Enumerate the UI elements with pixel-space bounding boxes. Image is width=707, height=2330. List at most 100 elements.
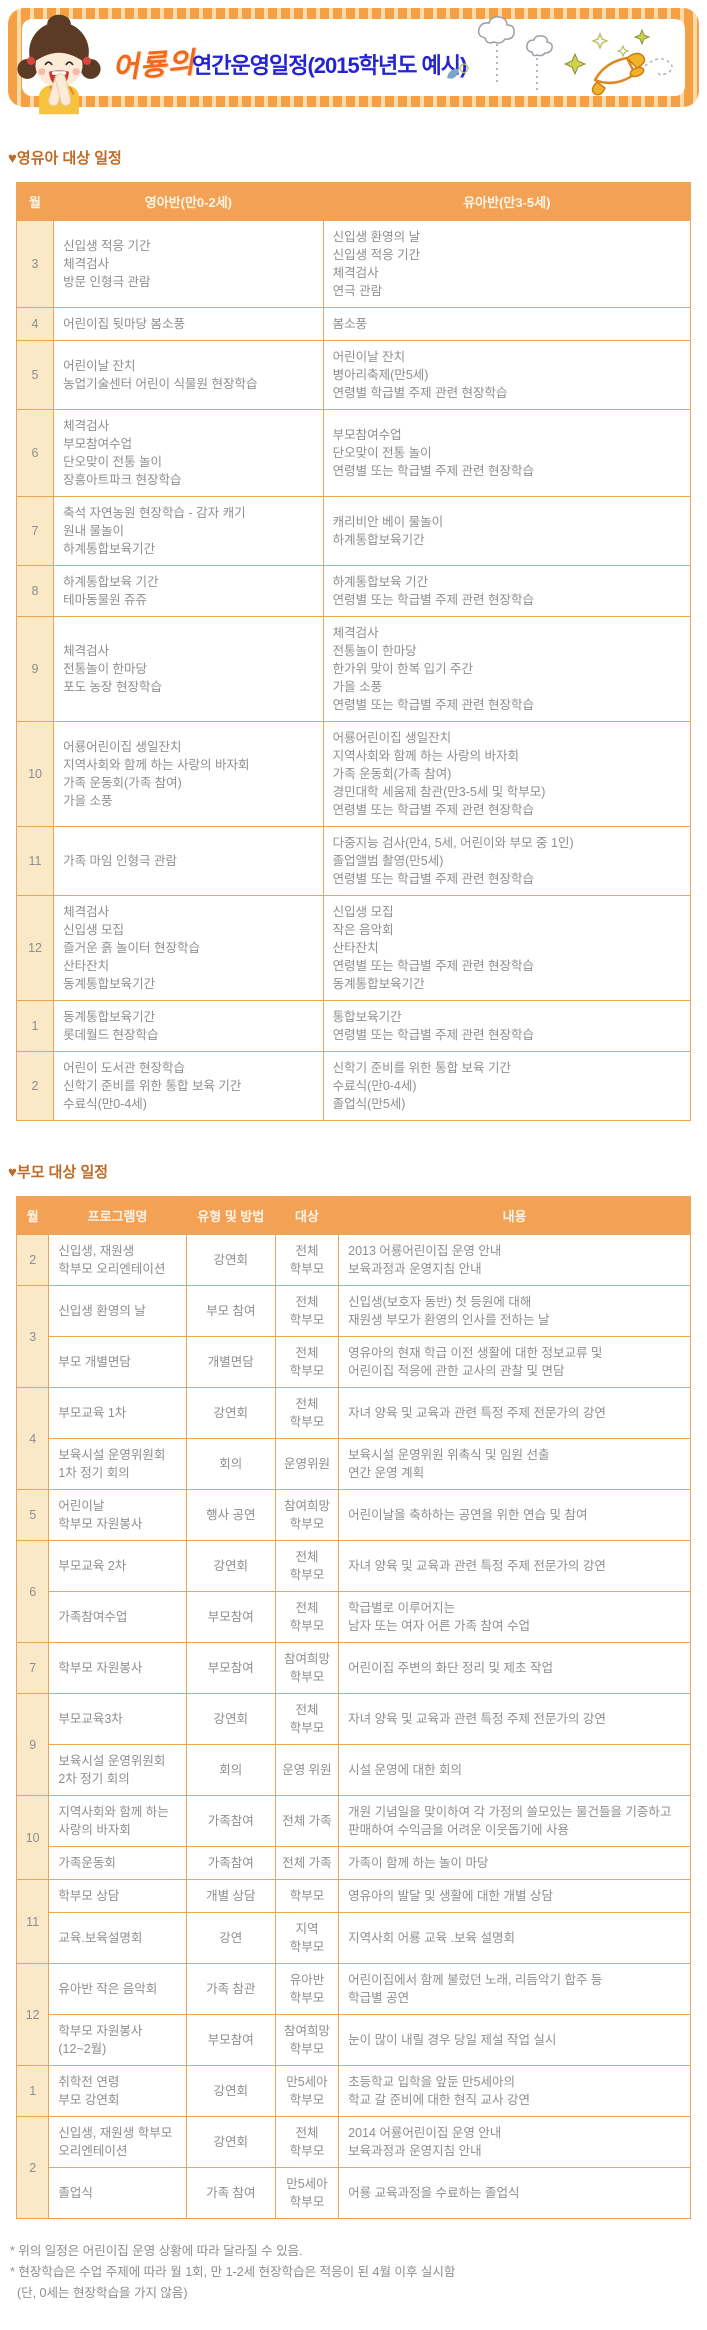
type-cell: 강연회 [185,2116,276,2168]
month-cell: 1 [15,1000,55,1052]
target-cell: 운영 위원 [274,1744,340,1796]
cell-line: 9 [29,1737,37,1752]
parents-schedule-row: 5 어린이날 학부모 자원봉사 행사 공연 참여희망 학부모 어린이날을 축하하는 공연을 … [15,1489,691,1541]
target-cell: 전체 학부모 [274,1540,340,1592]
target-cell: 학부모 [274,1879,340,1913]
month-cell: 2 [15,1051,55,1121]
parents-table-body: 2 신입생, 재원생 학부모 오리엔테이션 강연회 전체 학부모 2013 어룡어린이집 운… [15,1234,691,2219]
cell-line: 체격검사 [332,266,379,280]
parents-schedule-row: 학부모 자원봉사 (12~2월) 부모참여 참여희망 학부모 눈이 많이 내릴 경우 당일… [17,2014,691,2066]
cell-line: 신학기 준비를 위한 통합 보육 기간 [63,1079,242,1093]
cell-line: 학부모 자원봉사 [58,1661,143,1675]
cell-line: 10 [25,1830,40,1845]
month-cell: 9 [15,616,55,722]
cell-line: 가족운동회 [58,1856,116,1870]
target-cell: 전체 학부모 [274,1336,340,1388]
type-cell: 강연회 [185,1693,276,1745]
cell-line: 연간 운영 계획 [348,1466,425,1480]
month-cell: 4 [15,1387,50,1490]
target-cell: 전체 가족 [274,1846,340,1880]
cell-line: 부모 참여 [206,1304,256,1318]
cell-line: 신입생(보호자 동반) 첫 등원에 대해 [348,1295,532,1309]
cell-line: 가족이 함께 하는 놀이 마당 [348,1856,489,1870]
content-cell: 가족이 함께 하는 놀이 마당 [338,1846,691,1880]
cell-line: 행사 공연 [206,1508,256,1522]
month-cell: 10 [15,721,55,827]
column-header-month: 월 [15,182,55,221]
month-cell: 7 [15,1642,50,1694]
cell-line: 눈이 많이 내릴 경우 당일 제설 작업 실시 [348,2033,557,2047]
cell-line: 전통놀이 한마당 [332,644,417,658]
cell-line: 가족 참관 [206,1982,256,1996]
cell-line: 교육.보육설명회 [58,1931,143,1945]
month-cell: 9 [15,1693,50,1796]
cell-line: 전체 [295,1244,319,1258]
type-cell: 강연회 [185,2065,276,2117]
cell-line: 부모교육 1차 [58,1406,127,1420]
type-cell: 강연회 [185,1387,276,1439]
program-cell: 보육시설 운영위원회 1차 정기 회의 [48,1438,187,1490]
cell-line: 부모참여 [207,1610,254,1624]
cell-line: 연령별 또는 학급별 주제 관련 현장학습 [332,593,535,607]
cell-line: 체격검사 [63,257,110,271]
cell-line: 7 [29,1661,37,1675]
cell-line: 6 [31,446,39,460]
children-schedule-row: 4 어린이집 뒷마당 봄소풍 봄소풍 [15,307,692,341]
infant-class-cell: 동계통합보육기간 롯데월드 현장학습 [53,1000,324,1052]
target-cell: 운영위원 [274,1438,340,1490]
target-cell: 전체 학부모 [274,1387,340,1439]
cell-line: 체격검사 [63,419,110,433]
program-cell: 신입생, 재원생 학부모 오리엔테이션 [48,2116,187,2168]
cell-line: 롯데월드 현장학습 [63,1028,159,1042]
banner-decorations [447,16,673,96]
footnote-line: (단, 0세는 현장학습을 가지 않음) [10,2286,188,2300]
toddler-class-cell: 부모참여수업 단오맞이 전통 놀이 연령별 또는 학급별 주제 관련 현장학습 [322,409,692,497]
cell-line: 캐리비안 베이 물놀이 [332,515,444,529]
type-cell: 회의 [185,1438,276,1490]
cell-line: 보육시설 운영위원회 [58,1448,166,1462]
parents-schedule-row: 2 신입생, 재원생 학부모 오리엔테이션 강연회 전체 학부모 2013 어룡어린이집 운… [15,1234,691,1286]
infant-class-cell: 어린이집 뒷마당 봄소풍 [53,307,324,341]
cell-line: 10 [28,767,42,781]
month-cell: 5 [15,340,55,410]
content-cell: 시설 운영에 대한 회의 [338,1744,691,1796]
parents-schedule-row: 2 신입생, 재원생 학부모 오리엔테이션 강연회 전체 학부모 2014 어룡어린이집 운… [15,2116,691,2219]
cell-line: 개별면담 [207,1355,254,1369]
infant-class-cell: 신입생 적응 기간 체격검사 방문 인형극 관람 [53,220,324,308]
cell-line: 지역사회와 함께 하는 사랑의 바자회 [332,749,520,763]
cell-line: (12~2월) [58,2042,107,2056]
cell-line: 강연회 [213,2084,249,2098]
cell-line: 강연회 [213,1406,249,1420]
cell-line: 어룡 교육과정을 수료하는 졸업식 [348,2186,520,2200]
star-icon [563,28,651,76]
cell-line: 강연회 [213,1712,249,1726]
cell-line: 신입생 모집 [63,923,125,937]
cell-line: 학부모 [289,1889,325,1903]
children-schedule-row: 5 어린이날 잔치 농업기술센터 어린이 식물원 현장학습 어린이날 잔치 병아리축제(… [15,340,692,410]
content-cell: 영유아의 발달 및 생활에 대한 개별 상담 [338,1879,691,1913]
type-cell: 가족참여 [185,1846,276,1880]
cell-line: 부모참여 [207,2033,254,2047]
cell-line: 원내 물놀이 [63,524,125,538]
cell-line: 11 [28,854,42,868]
program-cell: 졸업식 [48,2167,187,2219]
cell-line: 학급별 공연 [348,1991,410,2005]
month-cell: 1 [15,2065,50,2117]
content-cell: 지역사회 어룡 교육 .보육 설명회 [338,1912,691,1964]
type-cell: 부모참여 [185,2014,276,2066]
cell-line: 신입생 적응 기간 [332,248,421,262]
cell-line: 연극 관람 [332,284,383,298]
cell-line: 가을 소풍 [63,794,113,808]
cell-line: 학부모 [289,2144,325,2158]
children-schedule-row: 12 체격검사 신입생 모집 즐거운 흙 놀이터 현장학습 산타잔치 동계통합보육기간 신입… [15,895,692,1001]
parents-schedule-row: 졸업식 가족 참여 만5세아 학부모 어룡 교육과정을 수료하는 졸업식 [17,2167,691,2219]
cell-line: 부모 강연회 [58,2093,120,2107]
target-cell: 지역 학부모 [274,1912,340,1964]
cell-line: 다중지능 검사(만4, 5세, 어린이와 부모 중 1인) [332,836,574,850]
program-cell: 학부모 자원봉사 (12~2월) [48,2014,187,2066]
infant-class-cell: 체격검사 신입생 모집 즐거운 흙 놀이터 현장학습 산타잔치 동계통합보육기간 [53,895,324,1001]
cell-line: 어린이집에서 함께 불렀던 노래, 리듬악기 합주 등 [348,1973,603,1987]
cell-line: 어린이집 주변의 화단 정리 및 제초 작업 [348,1661,553,1675]
cell-line: 학부모 상담 [58,1889,120,1903]
